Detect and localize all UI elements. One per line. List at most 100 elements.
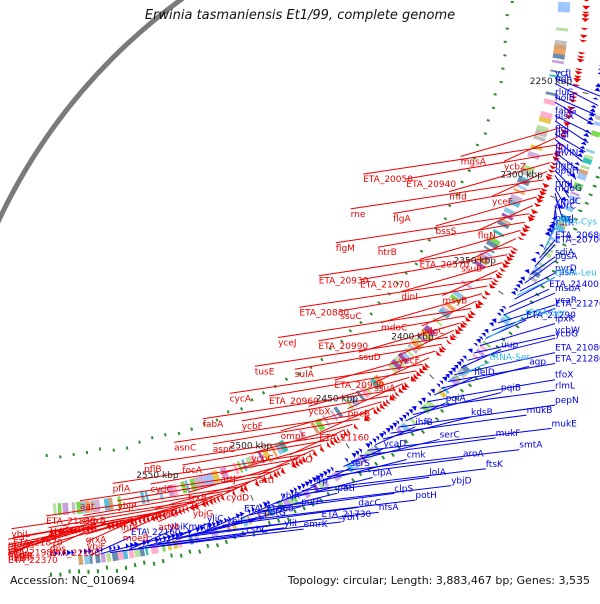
plus-strand-gene-label: ybjD: [451, 477, 472, 487]
minus-strand-gene-label: fabA: [203, 420, 224, 430]
minus-strand-gene: [499, 267, 506, 271]
plus-strand-gene: [323, 471, 328, 476]
minus-strand-gene-label: pncB: [348, 410, 371, 420]
scale-tick-mark: [346, 443, 349, 448]
minus-strand-gene-label: ycbX: [308, 407, 330, 417]
plus-strand-gene-label: fabG: [555, 107, 576, 117]
gc-skew-mark: [286, 378, 288, 381]
minus-strand-gene: [538, 194, 545, 199]
minus-strand-gene-label: sdaC: [155, 510, 177, 520]
minus-strand-gene: [577, 58, 585, 62]
minus-strand-gene-label: cydC: [151, 485, 173, 495]
minus-strand-gene-label: ycbF: [242, 422, 263, 432]
plus-strand-gene: [436, 383, 440, 387]
plus-strand-gene: [372, 438, 376, 443]
gc-content-mark: [217, 543, 218, 547]
cog-block: [129, 553, 134, 554]
cog-block: [101, 558, 105, 559]
plus-strand-gene-label: cmk: [407, 451, 427, 461]
cog-block: [243, 465, 245, 466]
plus-strand-gene-label: emrK: [304, 520, 329, 530]
cog-block: [162, 547, 165, 548]
plus-strand-gene-label: ycaD: [384, 440, 407, 450]
plus-strand-gene: [376, 436, 380, 441]
plus-strand-gene: [539, 244, 544, 247]
plus-strand-gene: [351, 453, 356, 458]
plus-strand-gene: [518, 280, 523, 285]
cog-block: [549, 100, 550, 105]
minus-strand-gene: [512, 247, 519, 251]
gc-content-mark: [269, 521, 271, 525]
minus-strand-gene-label: trxB: [188, 493, 207, 503]
gc-content-mark: [422, 430, 425, 433]
gc-skew-mark: [165, 433, 166, 436]
plus-strand-gene: [386, 428, 391, 433]
plus-strand-gene-label: tfoX: [555, 371, 573, 381]
minus-strand-gene-label: ETA_21830: [46, 517, 96, 527]
gc-content-mark: [382, 456, 384, 459]
minus-strand-gene: [582, 0, 590, 2]
gc-content-mark: [126, 566, 127, 570]
plus-strand-gene-label: mukE: [552, 419, 578, 429]
cog-block: [483, 347, 485, 349]
cog-block: [412, 420, 414, 422]
gc-skew-mark: [349, 330, 351, 332]
minus-strand-gene: [478, 300, 484, 305]
plus-strand-gene-label: ETA_21280: [555, 355, 600, 365]
minus-strand-gene-label: aspC: [213, 445, 235, 455]
minus-strand-gene: [277, 470, 281, 477]
gc-content-mark: [411, 433, 414, 436]
minus-strand-gene-label: asnC: [174, 443, 196, 453]
minus-strand-gene-label: ETA_20960: [269, 397, 319, 407]
plus-strand-gene: [418, 401, 422, 405]
gc-content-mark: [154, 562, 155, 566]
cog-block: [590, 150, 591, 152]
cog-block: [486, 253, 487, 255]
gc-content-mark: [359, 472, 361, 475]
plus-strand-gene-label: clpA: [373, 469, 393, 479]
plus-strand-gene: [594, 87, 600, 91]
cog-block: [273, 451, 275, 452]
gc-skew-mark: [228, 410, 229, 413]
minus-strand-gene: [520, 231, 527, 236]
gc-skew-mark: [504, 55, 507, 56]
plus-strand-gene-label: flgH: [555, 161, 573, 171]
gc-content-mark: [375, 462, 377, 465]
plus-strand-gene-label: pqiA: [446, 394, 467, 404]
genome-summary-text: Topology: circular; Length: 3,883,467 bp…: [288, 574, 590, 587]
plus-strand-gene-label: pepN: [555, 396, 579, 406]
plus-strand-gene-label: rimJ: [555, 179, 573, 189]
minus-strand-gene-label: artJ: [221, 475, 236, 485]
scale-tick-mark: [251, 495, 253, 501]
plus-strand-gene: [581, 142, 587, 146]
cog-block: [151, 548, 158, 550]
plus-strand-gene-label: serC: [440, 430, 460, 440]
gc-content-mark: [207, 544, 208, 548]
cog-block: [515, 196, 517, 201]
cog-block: [109, 504, 113, 505]
gc-content-mark: [189, 550, 190, 554]
minus-strand-gene: [580, 28, 588, 31]
plus-strand-gene-label: smtA: [519, 441, 543, 451]
minus-strand-gene-label: mdoC: [381, 324, 407, 334]
minus-strand-gene: [531, 209, 538, 214]
plus-strand-gene-label: csbC: [246, 526, 268, 536]
cog-block: [539, 137, 540, 141]
minus-strand-gene: [281, 467, 286, 474]
plus-strand-gene: [439, 380, 443, 384]
gc-skew-mark: [139, 441, 140, 444]
minus-strand-gene-label: pflA: [113, 484, 131, 494]
minus-strand-gene: [575, 71, 583, 75]
scale-tick-mark: [430, 375, 434, 379]
minus-strand-gene: [313, 450, 318, 457]
plus-strand-gene-label: ETA_21400: [549, 280, 599, 290]
plus-strand-gene: [499, 309, 504, 313]
plus-strand-gene-label: mukF: [496, 429, 521, 439]
gc-content-mark: [163, 559, 164, 563]
gc-content-mark: [589, 194, 593, 195]
cog-block: [505, 220, 506, 222]
minus-strand-gene-label: focA: [182, 466, 203, 476]
minus-strand-gene-label: ETA_20940: [406, 180, 456, 190]
cog-block: [337, 411, 340, 413]
